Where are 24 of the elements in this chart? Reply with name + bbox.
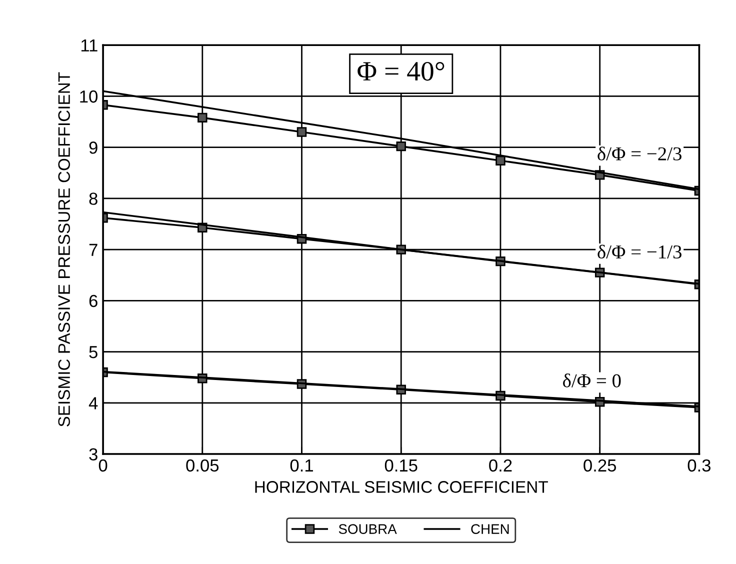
y-tick-label: 11 xyxy=(81,39,98,52)
annotation: δ/Φ = 0 xyxy=(563,374,621,388)
legend-label: SOUBRA xyxy=(338,524,397,534)
y-tick-label: 3 xyxy=(89,448,98,460)
y-tick-label: 6 xyxy=(89,294,98,308)
y-axis-title: SEISMIC PASSIVE PRESSURE COEFFICIENT xyxy=(58,72,70,426)
y-tick-label: 7 xyxy=(89,244,98,256)
annotation: Φ = 40° xyxy=(358,62,444,81)
x-tick-label: 0.25 xyxy=(584,459,616,472)
x-tick-label: 0.1 xyxy=(290,459,313,472)
x-tick-label: 0.3 xyxy=(688,459,711,472)
x-tick-label: 0.05 xyxy=(186,459,219,472)
x-axis-title: HORIZONTAL SEISMIC COEFFICIENT xyxy=(255,481,548,493)
y-tick-label: 8 xyxy=(89,192,98,205)
x-tick-label: 0.2 xyxy=(489,459,512,472)
y-tick-label: 9 xyxy=(89,142,98,154)
x-tick-label: 0 xyxy=(98,459,108,472)
y-tick-label: 5 xyxy=(89,346,98,358)
y-tick-label: 4 xyxy=(88,397,98,410)
annotation: δ/Φ = −1/3 xyxy=(598,244,682,259)
annotation: δ/Φ = −2/3 xyxy=(598,146,682,160)
x-tick-label: 0.15 xyxy=(384,459,418,472)
legend-label: CHEN xyxy=(471,524,509,534)
y-tick-label: 10 xyxy=(80,90,98,103)
